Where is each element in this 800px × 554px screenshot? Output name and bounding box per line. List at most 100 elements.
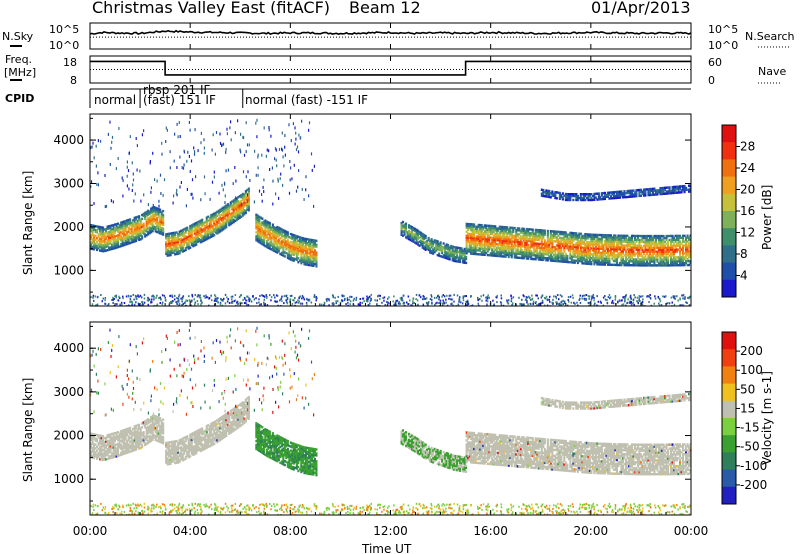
power-cell xyxy=(659,244,662,248)
power-cell xyxy=(208,222,211,225)
power-cell xyxy=(168,302,171,305)
power-cell xyxy=(566,247,569,250)
power-cell xyxy=(570,231,573,235)
power-cell xyxy=(545,253,548,256)
power-cell xyxy=(483,249,486,253)
power-cell xyxy=(477,229,480,232)
power-cell xyxy=(312,254,315,258)
power-cell xyxy=(300,256,303,259)
power-cell xyxy=(604,295,606,297)
power-cell xyxy=(615,257,618,261)
power-cell xyxy=(660,186,663,190)
power-cell xyxy=(673,258,676,261)
power-cell xyxy=(584,248,587,252)
power-cell xyxy=(271,227,274,230)
power-cell xyxy=(587,237,590,240)
power-cell xyxy=(650,242,653,246)
power-cell xyxy=(573,243,576,247)
power-cell xyxy=(445,257,448,260)
power-cell xyxy=(425,301,428,304)
power-cell xyxy=(665,262,668,265)
power-cell xyxy=(593,253,596,256)
power-cell xyxy=(629,244,632,247)
power-cell xyxy=(579,258,582,261)
power-cell xyxy=(632,254,635,257)
power-cell xyxy=(153,209,156,213)
power-cell xyxy=(106,227,109,230)
power-cell xyxy=(467,236,470,239)
power-cell xyxy=(549,196,552,199)
power-cell xyxy=(304,261,307,264)
power-cell xyxy=(641,234,644,238)
power-cell xyxy=(202,227,205,231)
power-cell xyxy=(551,234,554,237)
power-cell xyxy=(213,234,216,237)
power-cell xyxy=(403,233,406,236)
power-cell xyxy=(123,228,126,231)
power-cell xyxy=(405,236,408,239)
power-cell xyxy=(461,302,464,305)
power-cell xyxy=(633,242,636,245)
power-cell xyxy=(99,233,102,237)
power-cell xyxy=(533,254,536,257)
power-cell xyxy=(456,248,459,251)
power-cell xyxy=(175,245,178,248)
power-cell xyxy=(135,235,138,239)
power-cell xyxy=(537,230,540,234)
power-cell xyxy=(555,230,558,233)
power-cell xyxy=(611,253,614,257)
noise-ylabel-bottom-right: 10^0 xyxy=(708,39,738,52)
power-cell xyxy=(115,238,118,241)
power-cell xyxy=(594,251,597,254)
power-cell xyxy=(453,255,456,259)
power-cell xyxy=(521,298,523,301)
power-cell xyxy=(537,256,540,259)
power-cell xyxy=(495,231,498,234)
power-cell xyxy=(214,211,217,215)
power-cell xyxy=(315,257,318,260)
power-cell xyxy=(424,236,427,240)
power-cell xyxy=(190,226,193,229)
power-cell xyxy=(309,240,312,243)
power-cell xyxy=(609,297,611,300)
power-cell xyxy=(230,295,233,298)
power-cell xyxy=(97,233,100,236)
power-cell xyxy=(457,260,460,263)
power-cell xyxy=(540,258,543,261)
power-cell xyxy=(115,228,118,232)
power-cell xyxy=(534,232,537,235)
power-cell xyxy=(587,245,590,248)
power-cell xyxy=(97,247,100,250)
power-cell xyxy=(671,246,674,249)
power-cell xyxy=(578,254,581,257)
power-cell xyxy=(627,236,630,239)
power-cell xyxy=(300,244,303,247)
power-cell xyxy=(216,230,219,233)
power-cell xyxy=(560,248,563,251)
power-cell xyxy=(246,295,248,298)
power-cell xyxy=(150,223,153,226)
power-cell xyxy=(618,299,621,302)
power-cell xyxy=(639,246,642,249)
power-cell xyxy=(486,228,489,231)
power-cell xyxy=(420,296,422,299)
power-cell xyxy=(560,194,563,197)
power-cell xyxy=(479,237,482,240)
power-cell xyxy=(552,240,555,243)
power-cell xyxy=(639,258,642,261)
power-cell xyxy=(109,230,112,233)
power-cell xyxy=(683,184,686,188)
power-cell xyxy=(444,252,447,255)
power-cell xyxy=(664,188,667,191)
power-cell xyxy=(135,233,138,237)
power-cell xyxy=(641,192,644,195)
power-cell xyxy=(192,225,195,228)
power-cell xyxy=(193,228,196,231)
power-cell xyxy=(563,241,566,244)
power-cell xyxy=(231,219,234,223)
power-cell xyxy=(418,230,421,234)
power-cell xyxy=(683,252,686,255)
power-cell xyxy=(647,240,650,244)
power-cell xyxy=(282,234,285,238)
power-cell xyxy=(627,240,630,243)
